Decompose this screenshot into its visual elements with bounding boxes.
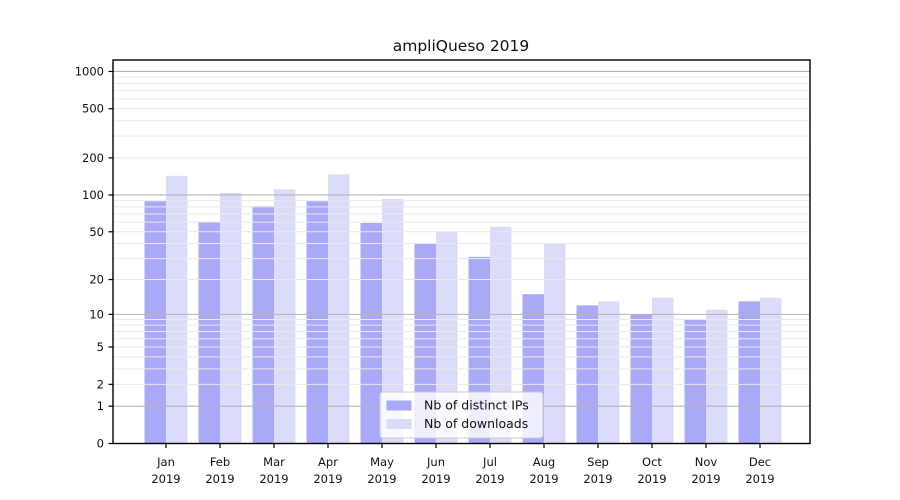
x-tick-label-year-may: 2019 xyxy=(367,472,396,486)
x-tick-label-year-nov: 2019 xyxy=(691,472,720,486)
legend-label-distinct-ips: Nb of distinct IPs xyxy=(424,398,529,413)
x-tick-label-month-may: May xyxy=(370,455,394,469)
y-axis: 0 1 2 5 10 20 50 100 200 500 1000 xyxy=(75,64,113,451)
y-tick-label-100: 100 xyxy=(82,188,104,202)
x-tick-label-year-apr: 2019 xyxy=(313,472,342,486)
y-tick-label-1: 1 xyxy=(97,399,104,413)
y-tick-label-2: 2 xyxy=(97,377,104,391)
bar-downloads-jun xyxy=(436,231,458,444)
x-tick-label-year-jan: 2019 xyxy=(151,472,180,486)
x-tick-label-month-dec: Dec xyxy=(749,455,771,469)
legend-box xyxy=(379,391,544,439)
bar-downloads-sep xyxy=(598,301,620,444)
y-tick-label-0: 0 xyxy=(97,437,104,451)
bar-downloads-may xyxy=(382,198,404,444)
bar-downloads-oct xyxy=(652,297,674,444)
bar-downloads-aug xyxy=(544,243,566,444)
plot-area: 0 1 2 5 10 20 50 100 200 500 1000 Jan 2019 Feb 2019 Mar… xyxy=(75,59,811,486)
y-tick-label-200: 200 xyxy=(82,151,104,165)
major-gridlines xyxy=(113,70,810,407)
bar-downloads-nov xyxy=(706,309,728,444)
x-tick-label-year-mar: 2019 xyxy=(259,472,288,486)
legend-swatch-downloads xyxy=(386,419,412,429)
bar-downloads-feb xyxy=(220,192,242,444)
x-tick-label-year-jun: 2019 xyxy=(421,472,450,486)
bar-distinct-ips-oct xyxy=(630,314,652,444)
x-tick-label-year-aug: 2019 xyxy=(529,472,558,486)
minor-gridlines xyxy=(113,76,810,385)
x-tick-label-month-sep: Sep xyxy=(587,455,609,469)
y-tick-label-50: 50 xyxy=(89,225,104,239)
y-tick-label-5: 5 xyxy=(97,340,104,354)
x-axis: Jan 2019 Feb 2019 Mar 2019 Apr 2019 May 2019 Jun 20… xyxy=(151,443,775,486)
bar-distinct-ips-apr xyxy=(306,201,328,444)
x-tick-label-month-aug: Aug xyxy=(533,455,555,469)
legend: Nb of distinct IPs Nb of downloads xyxy=(379,391,544,439)
x-tick-label-year-feb: 2019 xyxy=(205,472,234,486)
x-tick-label-year-sep: 2019 xyxy=(583,472,612,486)
bar-distinct-ips-jan xyxy=(144,201,166,444)
bar-downloads-jul xyxy=(490,226,512,444)
x-tick-label-month-mar: Mar xyxy=(263,455,285,469)
bar-distinct-ips-sep xyxy=(576,305,598,444)
bar-distinct-ips-nov xyxy=(684,319,706,444)
x-tick-label-year-oct: 2019 xyxy=(637,472,666,486)
bar-downloads-mar xyxy=(274,189,296,444)
bar-distinct-ips-may xyxy=(360,223,382,444)
x-tick-label-month-jun: Jun xyxy=(426,455,445,469)
y-tick-label-500: 500 xyxy=(82,102,104,116)
y-tick-label-1000: 1000 xyxy=(75,64,104,78)
x-tick-label-month-feb: Feb xyxy=(210,455,230,469)
bar-downloads-jan xyxy=(166,175,188,444)
y-tick-label-20: 20 xyxy=(89,273,104,287)
legend-label-downloads: Nb of downloads xyxy=(424,416,528,431)
bar-downloads-dec xyxy=(760,297,782,444)
chart-title: ampliQueso 2019 xyxy=(393,37,530,55)
x-tick-label-year-dec: 2019 xyxy=(745,472,774,486)
axes-frame xyxy=(112,59,811,445)
x-tick-label-month-jan: Jan xyxy=(156,455,175,469)
y-tick-label-10: 10 xyxy=(89,307,104,321)
x-tick-label-month-jul: Jul xyxy=(482,455,497,469)
x-tick-label-year-jul: 2019 xyxy=(475,472,504,486)
legend-swatch-distinct-ips xyxy=(386,400,412,411)
bar-distinct-ips-feb xyxy=(198,222,220,444)
bar-distinct-ips-dec xyxy=(738,301,760,444)
x-tick-label-month-apr: Apr xyxy=(318,455,338,469)
x-tick-label-month-oct: Oct xyxy=(642,455,662,469)
bar-downloads-apr xyxy=(328,174,350,444)
x-tick-label-month-nov: Nov xyxy=(695,455,718,469)
